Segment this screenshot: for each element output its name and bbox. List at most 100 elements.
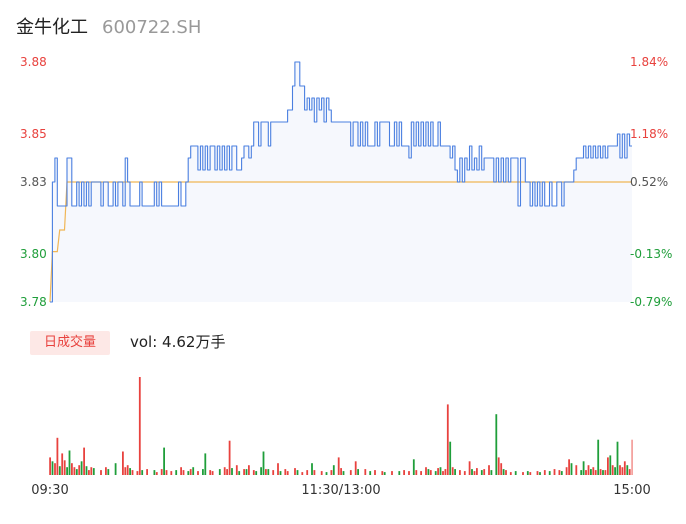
volume-bar (320, 471, 323, 475)
volume-bar (175, 470, 178, 475)
volume-bar (180, 467, 182, 475)
volume-bar (444, 469, 447, 475)
volume-bar (509, 472, 512, 475)
y-tick-right-0: 1.84% (630, 55, 668, 69)
volume-bar (226, 469, 228, 475)
volume-bar (238, 471, 241, 475)
volume-bar (483, 469, 486, 475)
volume-bar (502, 469, 505, 475)
volume-bar (71, 463, 73, 475)
volume-bar (570, 463, 573, 475)
volume-bar (126, 465, 129, 475)
volume-bar (228, 440, 231, 475)
volume-bar (364, 469, 367, 475)
volume-bar (146, 469, 148, 475)
stock-name: 金牛化工 (16, 17, 88, 38)
volume-bar (582, 461, 585, 475)
stock-title: 金牛化工 600722.SH (16, 13, 201, 39)
volume-bar (543, 470, 546, 475)
volume-bar (131, 470, 134, 475)
volume-bar (170, 471, 173, 475)
volume-bar (286, 471, 289, 475)
volume-bar (340, 468, 342, 475)
volume-bar (429, 470, 432, 475)
volume-bar (122, 451, 124, 475)
volume-bar (565, 467, 568, 475)
volume-bar (434, 471, 437, 475)
volume-bar (182, 470, 185, 475)
volume-bar (592, 467, 595, 475)
volume-bar (61, 453, 64, 475)
volume-layer (49, 377, 633, 475)
volume-bar (301, 472, 304, 475)
volume-bar (92, 468, 95, 475)
volume-bar (611, 465, 614, 475)
y-tick-left-1: 3.85 (20, 127, 47, 141)
volume-bar (58, 466, 61, 475)
volume-bar (85, 466, 88, 475)
volume-bar (306, 470, 309, 475)
y-tick-left-2: 3.83 (20, 175, 47, 189)
volume-bar (245, 469, 248, 475)
volume-bar (160, 469, 163, 475)
x-tick-1: 11:30/13:00 (301, 483, 380, 498)
volume-bar (497, 457, 500, 475)
volume-bar (54, 463, 56, 475)
volume-bar (488, 465, 490, 475)
volume-bar (262, 451, 265, 475)
volume-bar (597, 439, 600, 475)
volume-bar (277, 463, 279, 475)
volume-bar (163, 447, 165, 475)
volume-bar (437, 468, 439, 475)
volume-bar (192, 467, 195, 475)
volume-bar (260, 467, 262, 475)
volume-bar (580, 470, 583, 475)
volume-bar (536, 471, 539, 475)
volume-bar (235, 465, 238, 475)
volume-bar (607, 457, 609, 475)
volume-bar (187, 471, 190, 475)
volume-bar (83, 447, 85, 475)
volume-bar (425, 467, 427, 475)
volume-bar (420, 471, 422, 475)
volume-bar (560, 471, 563, 475)
volume-bar (391, 471, 393, 475)
volume-bar (243, 469, 245, 475)
volume-bar (599, 469, 602, 475)
volume-bar (621, 467, 624, 475)
volume-tab[interactable]: 日成交量 (30, 331, 110, 355)
volume-bar (383, 472, 386, 475)
volume-bar (80, 461, 83, 475)
volume-bar (412, 459, 415, 475)
volume-bar (231, 468, 233, 475)
volume-bar (90, 467, 93, 475)
volume-bar (337, 457, 340, 475)
volume-bar (313, 470, 316, 475)
volume-bar (587, 465, 590, 475)
volume-bar (296, 470, 299, 475)
y-tick-left-3: 3.80 (20, 247, 47, 261)
volume-bar (311, 463, 313, 475)
volume-bar (614, 467, 616, 475)
volume-bar (480, 470, 483, 475)
y-tick-right-1: 1.18% (630, 127, 668, 141)
volume-bar (449, 441, 452, 475)
y-tick-right-2: 0.52% (630, 175, 668, 189)
volume-bar (628, 469, 631, 475)
volume-bar (427, 469, 430, 475)
x-tick-2: 15:00 (613, 483, 650, 498)
volume-bar (63, 460, 66, 475)
volume-bar (585, 470, 587, 475)
volume-bar (374, 470, 376, 475)
volume-bar (56, 437, 59, 475)
volume-bar (68, 450, 71, 475)
volume-bar (609, 455, 612, 475)
volume-bar (602, 470, 604, 475)
volume-bar (451, 467, 454, 475)
volume-bar (623, 461, 626, 475)
volume-bar (136, 471, 139, 475)
volume-bar (255, 471, 258, 475)
volume-bar (398, 471, 401, 475)
volume-bar (439, 467, 442, 475)
